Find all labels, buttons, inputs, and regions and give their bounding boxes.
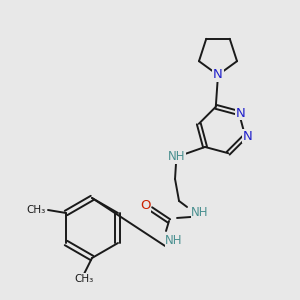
Text: CH₃: CH₃ [74, 274, 94, 284]
Text: O: O [140, 200, 150, 212]
Text: N: N [236, 106, 246, 119]
Text: NH: NH [168, 151, 186, 164]
Text: NH: NH [165, 235, 183, 248]
Text: CH₃: CH₃ [27, 205, 46, 215]
Text: N: N [213, 68, 223, 82]
Text: N: N [242, 130, 252, 143]
Text: NH: NH [191, 206, 209, 220]
